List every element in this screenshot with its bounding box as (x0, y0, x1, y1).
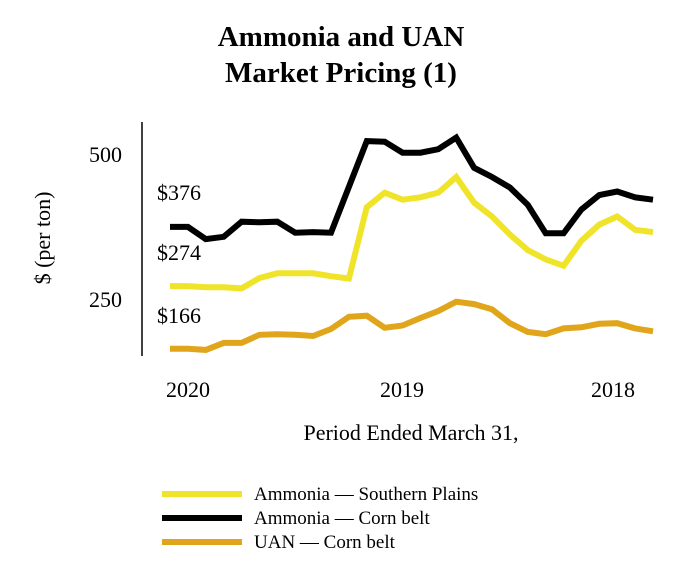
x-axis-label: Period Ended March 31, (303, 420, 518, 445)
y-tick-label-250: 250 (89, 287, 122, 312)
x-tick-label-2019: 2019 (380, 377, 424, 402)
x-tick-label-2018: 2018 (591, 377, 635, 402)
chart-title-line-1: Ammonia and UAN (218, 21, 465, 53)
chart-title-line-2: Market Pricing (1) (225, 57, 457, 89)
legend-label-ammonia-southern-plains: Ammonia — Southern Plains (254, 484, 478, 505)
start-label-ammonia-corn-belt: $376 (157, 180, 201, 205)
x-tick-label-2020: 2020 (166, 377, 210, 402)
legend: Ammonia — Southern Plains Ammonia — Corn… (162, 484, 478, 553)
series-group (170, 133, 654, 353)
legend-label-uan-corn-belt: UAN — Corn belt (254, 532, 396, 553)
y-tick-label-500: 500 (89, 142, 122, 167)
series-line-uan-corn-belt (170, 298, 654, 353)
series-line-ammonia-southern-plains (170, 172, 654, 292)
series-line-ammonia-corn-belt (170, 133, 654, 243)
start-label-uan-corn-belt: $166 (157, 303, 201, 328)
start-label-ammonia-southern-plains: $274 (157, 240, 201, 265)
y-axis-label: $ (per ton) (30, 192, 55, 285)
legend-label-ammonia-corn-belt: Ammonia — Corn belt (254, 508, 430, 529)
